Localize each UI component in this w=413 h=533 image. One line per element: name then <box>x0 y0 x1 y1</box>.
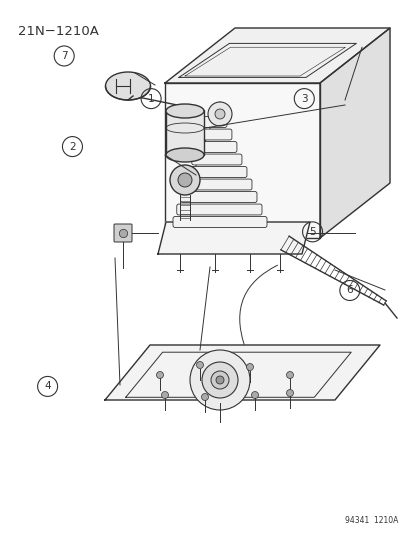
Polygon shape <box>158 222 309 254</box>
FancyBboxPatch shape <box>191 154 241 165</box>
Circle shape <box>246 364 253 370</box>
Circle shape <box>251 392 258 399</box>
FancyBboxPatch shape <box>176 204 261 215</box>
FancyBboxPatch shape <box>184 179 252 190</box>
Ellipse shape <box>166 104 204 118</box>
Circle shape <box>170 165 199 195</box>
FancyBboxPatch shape <box>199 129 231 140</box>
Circle shape <box>216 376 223 384</box>
Text: 3: 3 <box>300 94 307 103</box>
Text: 6: 6 <box>346 286 352 295</box>
Text: 1: 1 <box>147 94 154 103</box>
FancyBboxPatch shape <box>180 191 256 203</box>
Bar <box>166 110 204 155</box>
Circle shape <box>178 173 192 187</box>
FancyBboxPatch shape <box>173 216 266 228</box>
Text: 94341  1210A: 94341 1210A <box>344 516 397 525</box>
Circle shape <box>207 102 231 126</box>
Circle shape <box>161 392 168 399</box>
FancyBboxPatch shape <box>114 224 132 242</box>
FancyBboxPatch shape <box>188 167 246 177</box>
Circle shape <box>196 361 203 368</box>
Polygon shape <box>105 345 379 400</box>
FancyBboxPatch shape <box>195 142 236 152</box>
Circle shape <box>214 109 224 119</box>
Circle shape <box>202 362 237 398</box>
Polygon shape <box>319 28 389 238</box>
Circle shape <box>211 371 228 389</box>
Circle shape <box>156 372 163 378</box>
Text: 4: 4 <box>44 382 51 391</box>
Ellipse shape <box>166 148 204 162</box>
Text: 5: 5 <box>309 227 315 237</box>
Text: 7: 7 <box>61 51 67 61</box>
Circle shape <box>201 393 208 400</box>
Polygon shape <box>165 28 389 83</box>
Ellipse shape <box>105 72 150 100</box>
Text: 21N−1210A: 21N−1210A <box>18 25 99 38</box>
Circle shape <box>286 372 293 378</box>
Circle shape <box>190 350 249 410</box>
Polygon shape <box>165 83 319 238</box>
FancyBboxPatch shape <box>203 117 226 127</box>
Circle shape <box>286 390 293 397</box>
Text: 2: 2 <box>69 142 76 151</box>
